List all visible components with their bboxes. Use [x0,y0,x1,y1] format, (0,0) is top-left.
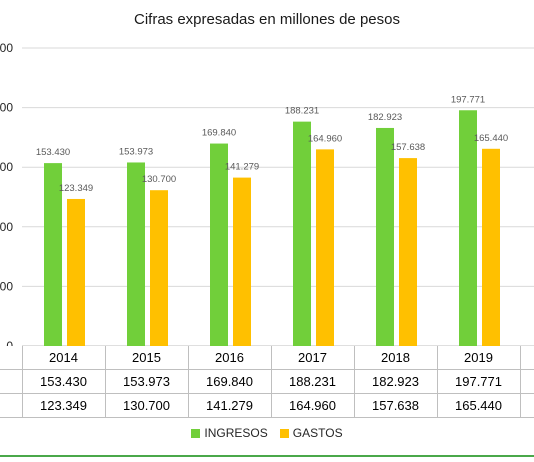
data-label: 197.771 [451,94,485,105]
legend: INGRESOS GASTOS [0,426,534,441]
table-header-row: 2014 2015 2016 2017 2018 2019 [0,346,534,370]
y-tick-label: 000 [0,160,13,174]
data-table: 201420152016201720182019OS153.430153.973… [0,346,534,418]
data-label: 188.231 [285,106,319,117]
table-cell: 182.923 [354,369,438,394]
y-tick-label: 000 [0,220,13,234]
table-cell-empty [520,369,534,394]
bar-ingresos-2019 [459,110,477,346]
table-cell: 153.430 [22,369,106,394]
bar-ingresos-2014 [44,163,62,346]
table-cell: 197.771 [437,369,521,394]
bar-gastos-2014 [67,198,85,346]
table-cell-empty [520,346,534,370]
y-tick-label: 000 [0,41,13,55]
bar-gastos-2017 [316,149,334,346]
table-cell: 165.440 [437,393,521,418]
y-tick-label: 000 [0,279,13,293]
table-row-ingresos: OS153.430153.973169.840188.231182.923197… [0,369,534,394]
bar-gastos-2019 [482,148,500,346]
data-label: 123.349 [59,183,93,194]
chart-plot: 0000000000000000153.430123.349153.973130… [0,41,534,346]
table-cell: 2019 [437,346,521,370]
table-cell: 164.960 [271,393,355,418]
table-cell: 157.638 [354,393,438,418]
data-label: 169.840 [202,128,236,139]
bar-ingresos-2016 [210,143,228,346]
data-label: 153.430 [36,147,70,158]
table-cell: 169.840 [188,369,272,394]
bottom-rule [0,455,534,457]
table-cell: 2014 [22,346,106,370]
legend-swatch [191,428,201,438]
legend-item: INGRESOS [191,426,268,440]
chart-title: Cifras expresadas en millones de pesos [134,11,400,28]
y-tick-label: 0 [6,339,13,346]
bar-gastos-2018 [399,158,417,346]
table-cell: 141.279 [188,393,272,418]
table-cell: 123.349 [22,393,106,418]
table-cell: 153.973 [105,369,189,394]
table-row-header [0,346,23,370]
legend-label: INGRESOS [204,426,268,440]
table-cell-empty [520,393,534,418]
data-label: 153.973 [119,146,153,157]
bar-ingresos-2018 [376,127,394,346]
table-row-header: S [0,393,23,418]
legend-swatch [279,428,289,438]
y-tick-label: 000 [0,101,13,115]
data-label: 157.638 [391,142,425,153]
table-cell: 2015 [105,346,189,370]
bar-ingresos-2015 [127,162,145,346]
legend-item: GASTOS [279,426,343,440]
bar-gastos-2016 [233,177,251,346]
bar-gastos-2015 [150,190,168,346]
table-cell: 2017 [271,346,355,370]
data-label: 141.279 [225,162,259,173]
table-row-header: OS [0,369,23,394]
data-label: 130.700 [142,174,176,185]
table-cell: 130.700 [105,393,189,418]
data-label: 182.923 [368,112,402,123]
table-cell: 188.231 [271,369,355,394]
data-label: 165.440 [474,133,508,144]
table-cell: 2016 [188,346,272,370]
legend-label: GASTOS [292,426,343,440]
table-cell: 2018 [354,346,438,370]
data-label: 164.960 [308,133,342,144]
table-row-gastos: S123.349130.700141.279164.960157.638165.… [0,393,534,418]
bar-ingresos-2017 [293,121,311,346]
